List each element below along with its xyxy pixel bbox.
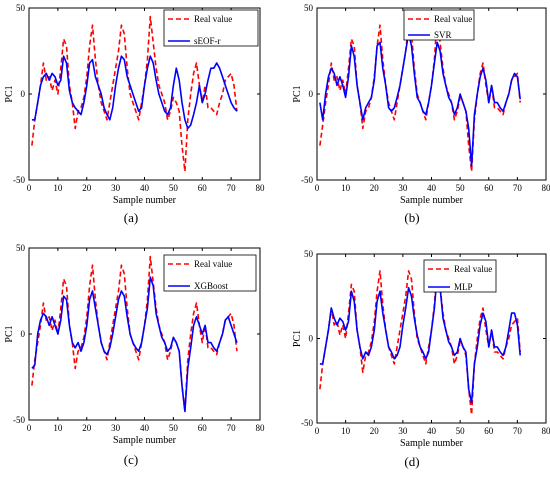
x-tick-label: 0 [315, 426, 320, 436]
legend-entry: Real value [434, 14, 472, 24]
y-axis-label: PC1 [4, 325, 15, 342]
panel-label: (c) [124, 452, 138, 467]
x-tick-label: 20 [82, 423, 92, 433]
x-axis-label: Sample number [113, 195, 177, 206]
legend-box [163, 9, 259, 47]
x-tick-label: 70 [227, 423, 237, 433]
x-tick-label: 40 [427, 183, 437, 193]
panel-label: (d) [404, 454, 419, 469]
series-line-real-value [319, 261, 521, 416]
y-axis-label: PC1 [4, 85, 15, 102]
x-tick-label: 30 [111, 423, 121, 433]
legend-entry: Real value [194, 14, 232, 24]
x-tick-label: 80 [542, 183, 550, 193]
y-tick-label: 50 [16, 243, 26, 253]
legend-entry: Real value [194, 259, 232, 269]
legend: Real value XGBoost [163, 254, 257, 292]
y-tick-label: 50 [304, 3, 314, 13]
x-tick-label: 50 [456, 183, 466, 193]
x-tick-label: 40 [427, 426, 437, 436]
x-tick-label: 70 [513, 183, 523, 193]
y-tick-label: -50 [13, 175, 25, 185]
x-axis-label: Sample number [113, 435, 177, 446]
x-tick-label: 60 [198, 183, 208, 193]
x-tick-label: 80 [256, 183, 266, 193]
x-tick-label: 30 [398, 426, 408, 436]
x-tick-label: 0 [27, 423, 32, 433]
legend: Real value sEOF-r [163, 9, 259, 47]
series-line-prediction [319, 273, 521, 404]
y-axis-label: PC1 [292, 85, 303, 102]
x-tick-label: 10 [341, 426, 351, 436]
x-tick-label: 10 [341, 183, 351, 193]
legend-entry: Real value [454, 264, 492, 274]
panel-label: (a) [124, 210, 138, 225]
x-tick-label: 20 [370, 426, 380, 436]
x-tick-label: 30 [398, 183, 408, 193]
series-line-prediction [319, 32, 521, 167]
legend-entry: MLP [454, 282, 473, 292]
x-tick-label: 70 [227, 183, 237, 193]
legend-entry: XGBoost [194, 281, 229, 291]
legend: Real value MLP [423, 259, 497, 293]
x-tick-label: 40 [140, 423, 150, 433]
y-tick-label: 0 [309, 334, 314, 344]
y-tick-label: -50 [13, 415, 25, 425]
y-tick-label: -50 [301, 418, 313, 428]
y-tick-label: 50 [304, 249, 314, 259]
x-tick-label: 20 [370, 183, 380, 193]
x-tick-label: 0 [27, 183, 32, 193]
x-tick-label: 10 [53, 183, 63, 193]
y-tick-label: -50 [301, 175, 313, 185]
x-tick-label: 80 [256, 423, 266, 433]
y-tick-label: 0 [309, 89, 314, 99]
x-tick-label: 50 [169, 423, 179, 433]
panel-label: (b) [404, 210, 419, 225]
x-tick-label: 30 [111, 183, 121, 193]
series-line-prediction [31, 55, 238, 130]
legend-entry: sEOF-r [194, 36, 221, 46]
y-axis-label: PC1 [292, 330, 303, 347]
x-tick-label: 50 [169, 183, 179, 193]
x-tick-label: 60 [484, 183, 494, 193]
x-tick-label: 60 [198, 423, 208, 433]
series-line-prediction [31, 276, 238, 413]
x-tick-label: 20 [82, 183, 92, 193]
y-tick-label: 0 [21, 89, 26, 99]
legend-box [163, 254, 257, 292]
y-tick-label: 50 [16, 3, 26, 13]
x-tick-label: 0 [315, 183, 320, 193]
x-axis-label: Sample number [400, 438, 464, 449]
x-axis-label: Sample number [400, 195, 464, 206]
x-tick-label: 10 [53, 423, 63, 433]
x-tick-label: 50 [456, 426, 466, 436]
x-tick-label: 70 [513, 426, 523, 436]
legend-entry: SVR [434, 30, 452, 40]
x-tick-label: 60 [484, 426, 494, 436]
legend: Real value SVR [403, 9, 475, 41]
y-tick-label: 0 [21, 329, 26, 339]
x-tick-label: 80 [542, 426, 550, 436]
x-tick-label: 40 [140, 183, 150, 193]
